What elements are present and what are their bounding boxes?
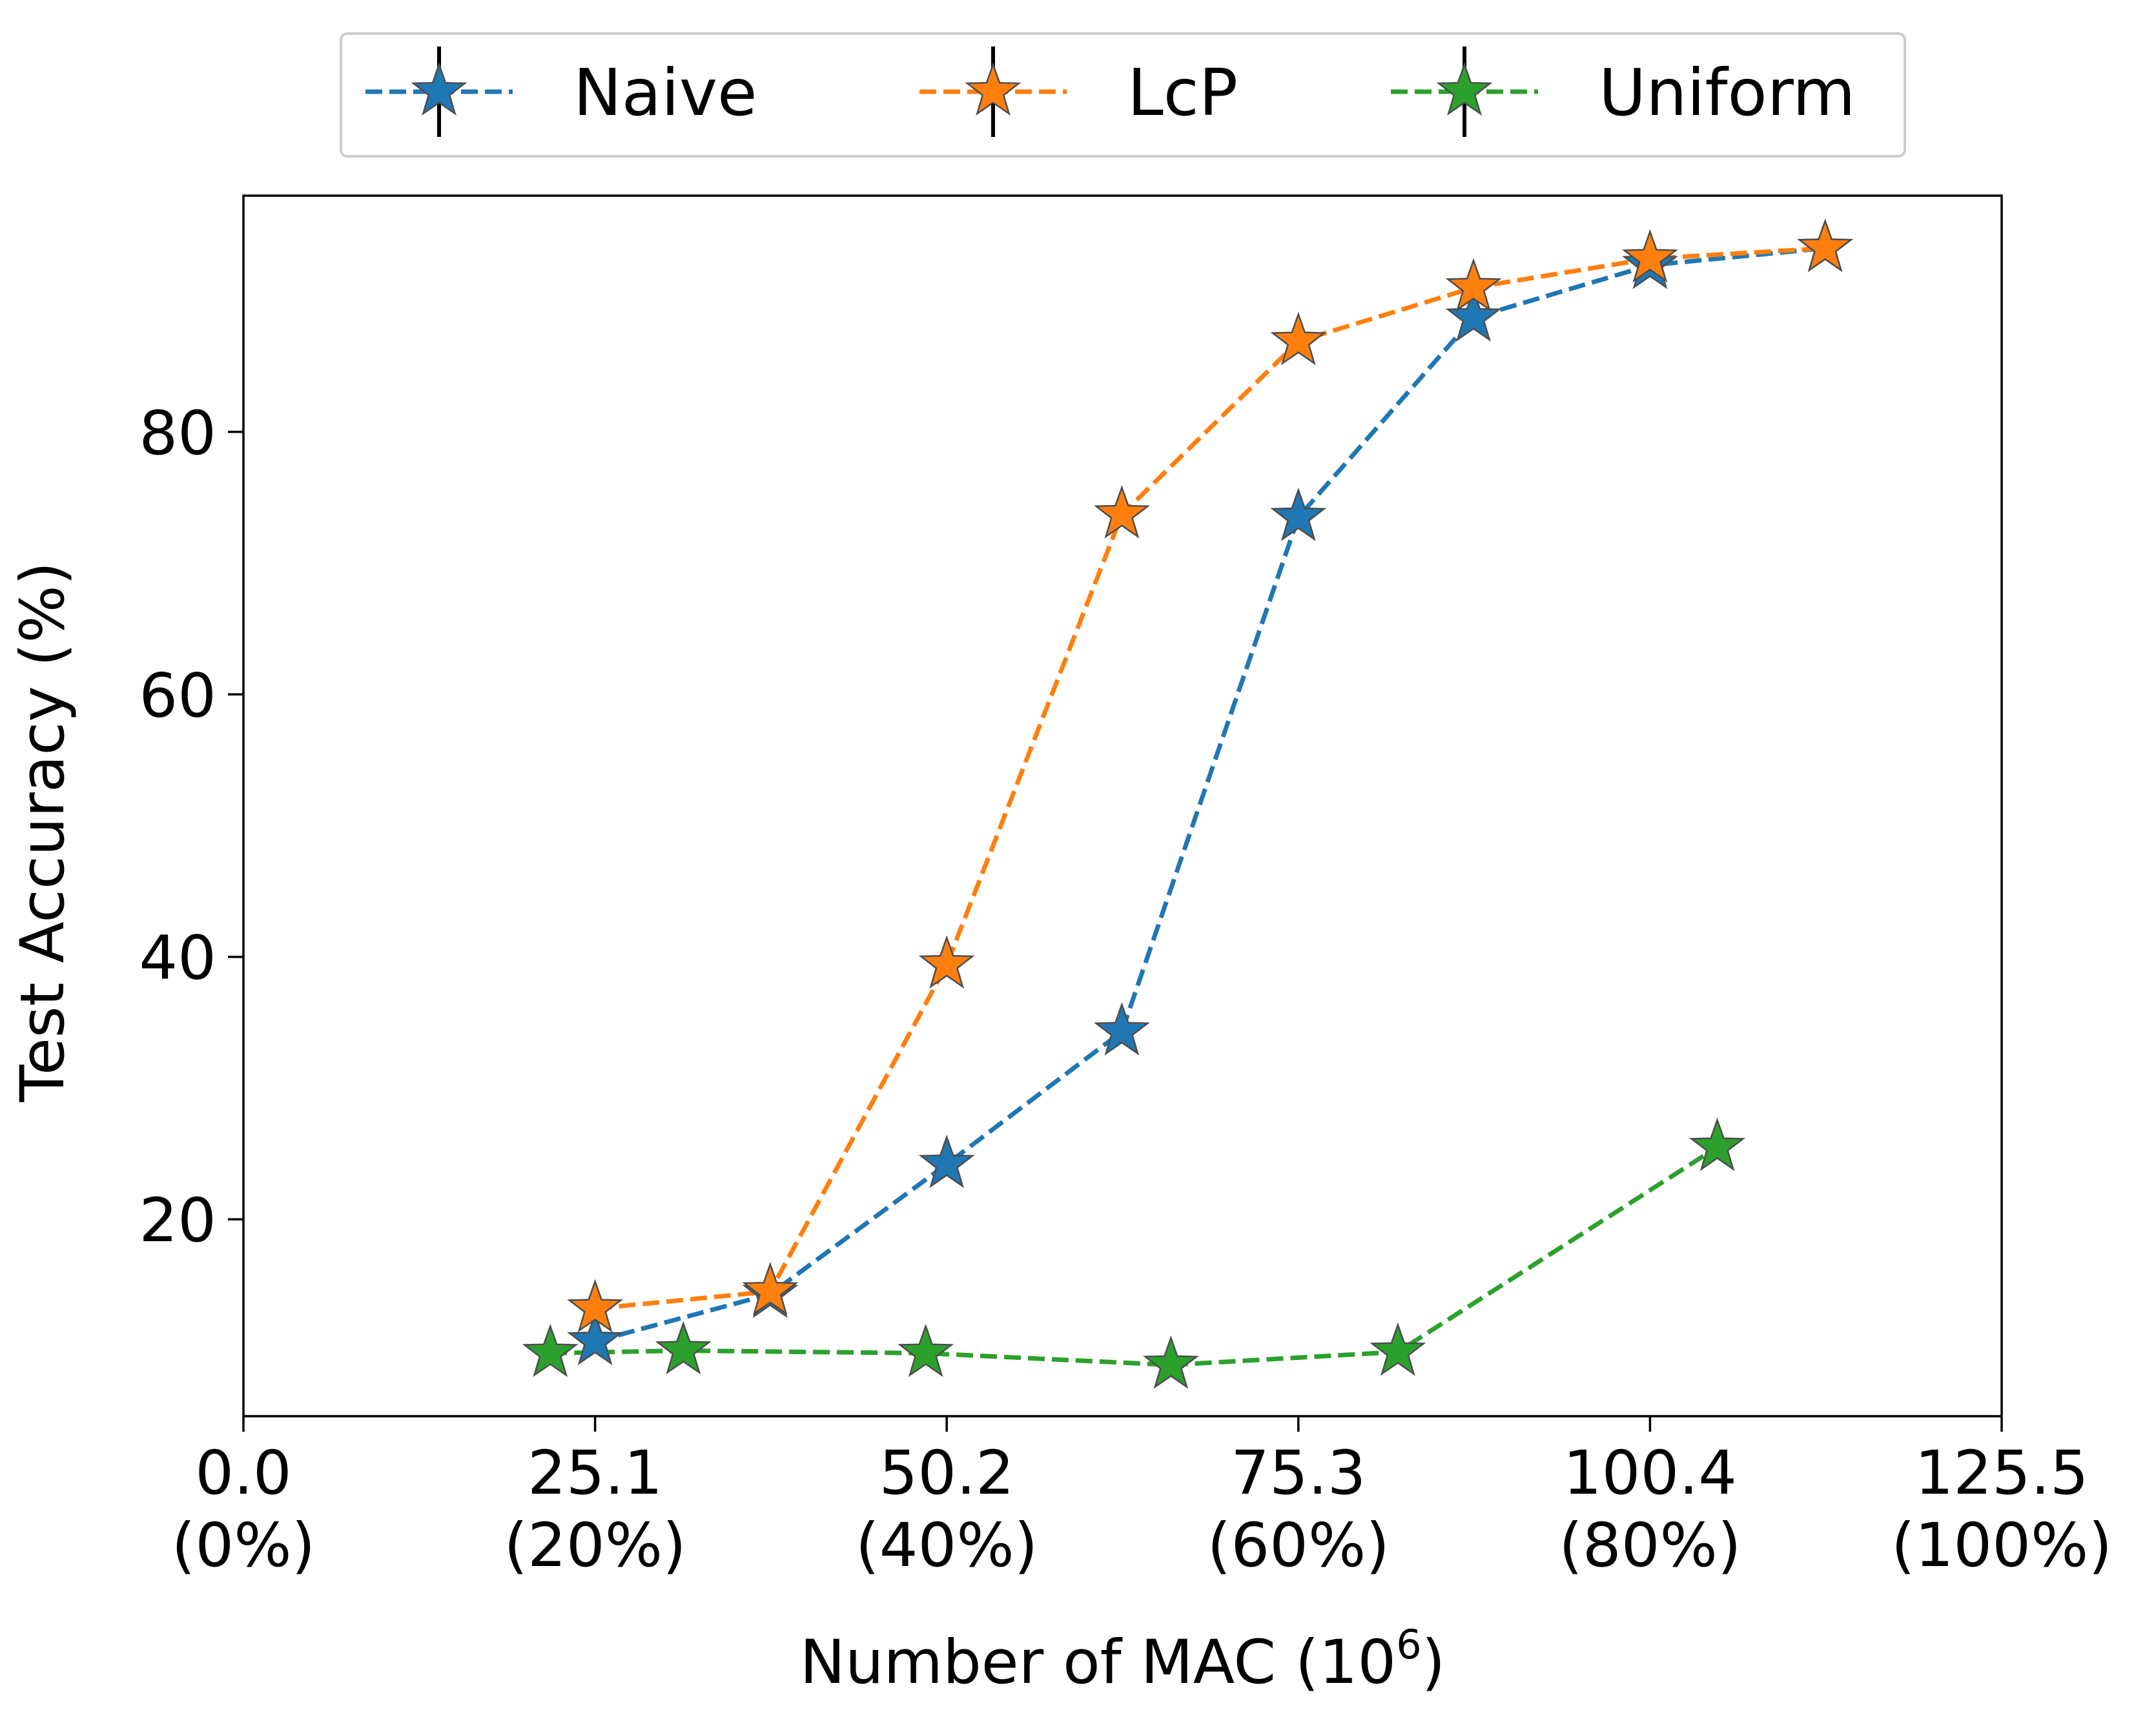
data-point-lcp xyxy=(1270,311,1327,366)
legend-label-uniform: Uniform xyxy=(1599,55,1856,130)
plot-frame xyxy=(242,194,2003,1417)
data-point-naive xyxy=(567,1312,624,1366)
series-line-lcp xyxy=(595,245,1825,1311)
data-point-uniform xyxy=(1370,1322,1426,1376)
legend-marker-naive xyxy=(411,62,467,116)
x-tick-label: 125.5 xyxy=(1915,1438,2088,1509)
data-point-naive xyxy=(1270,488,1327,541)
x-axis-title-exponent: 6 xyxy=(1396,1621,1421,1668)
x-tick-sublabel: (80%) xyxy=(1559,1510,1741,1581)
data-point-uniform xyxy=(655,1321,712,1375)
data-point-lcp xyxy=(1093,485,1150,539)
data-point-uniform xyxy=(898,1323,954,1377)
y-tick-label: 40 xyxy=(139,923,216,994)
data-point-lcp xyxy=(918,935,975,989)
legend-marker-lcp xyxy=(965,62,1022,116)
data-point-naive xyxy=(1445,288,1502,342)
x-tick-label: 0.0 xyxy=(195,1438,292,1509)
series-line-uniform xyxy=(550,1145,1719,1368)
series-markers-layer xyxy=(522,218,1854,1389)
x-axis-title-suffix: ) xyxy=(1422,1627,1446,1698)
y-axis-title: Test Accuracy (%) xyxy=(8,562,78,1103)
y-tick-label: 80 xyxy=(139,398,216,469)
legend-label-lcp: LcP xyxy=(1127,55,1238,130)
data-point-lcp xyxy=(567,1279,624,1333)
legend: Naive LcP Uniform xyxy=(340,32,1906,158)
data-point-naive xyxy=(918,1135,975,1188)
x-tick-sublabel: (40%) xyxy=(856,1510,1038,1581)
x-tick-label: 50.2 xyxy=(879,1438,1014,1509)
data-point-naive xyxy=(1093,1002,1150,1056)
x-tick-label: 25.1 xyxy=(528,1438,662,1509)
data-point-lcp xyxy=(1445,258,1502,312)
tick-layer: 0.0(0%)25.1(20%)50.2(40%)75.3(60%)100.4(… xyxy=(139,398,2112,1581)
x-tick-sublabel: (20%) xyxy=(504,1510,686,1581)
x-tick-label: 100.4 xyxy=(1563,1438,1737,1509)
x-tick-sublabel: (60%) xyxy=(1207,1510,1390,1581)
x-axis-title: Number of MAC (106) xyxy=(800,1621,1446,1698)
x-tick-sublabel: (100%) xyxy=(1891,1510,2112,1581)
data-point-uniform xyxy=(522,1323,579,1377)
x-tick-label: 75.3 xyxy=(1231,1438,1366,1509)
series-line-naive xyxy=(594,245,1825,1344)
data-point-lcp xyxy=(1621,229,1678,283)
y-tick-label: 20 xyxy=(139,1186,216,1256)
data-point-uniform xyxy=(1689,1117,1746,1171)
series-lines-layer xyxy=(550,245,1825,1368)
data-point-uniform xyxy=(1142,1335,1199,1389)
y-tick-label: 60 xyxy=(139,661,216,731)
data-point-lcp xyxy=(742,1262,799,1315)
x-axis-title-main: Number of MAC (10 xyxy=(800,1627,1397,1698)
legend-box xyxy=(340,32,1906,158)
legend-marker-uniform xyxy=(1436,62,1493,116)
x-tick-sublabel: (0%) xyxy=(172,1510,315,1581)
data-point-lcp xyxy=(1797,218,1854,273)
legend-label-naive: Naive xyxy=(573,55,757,130)
